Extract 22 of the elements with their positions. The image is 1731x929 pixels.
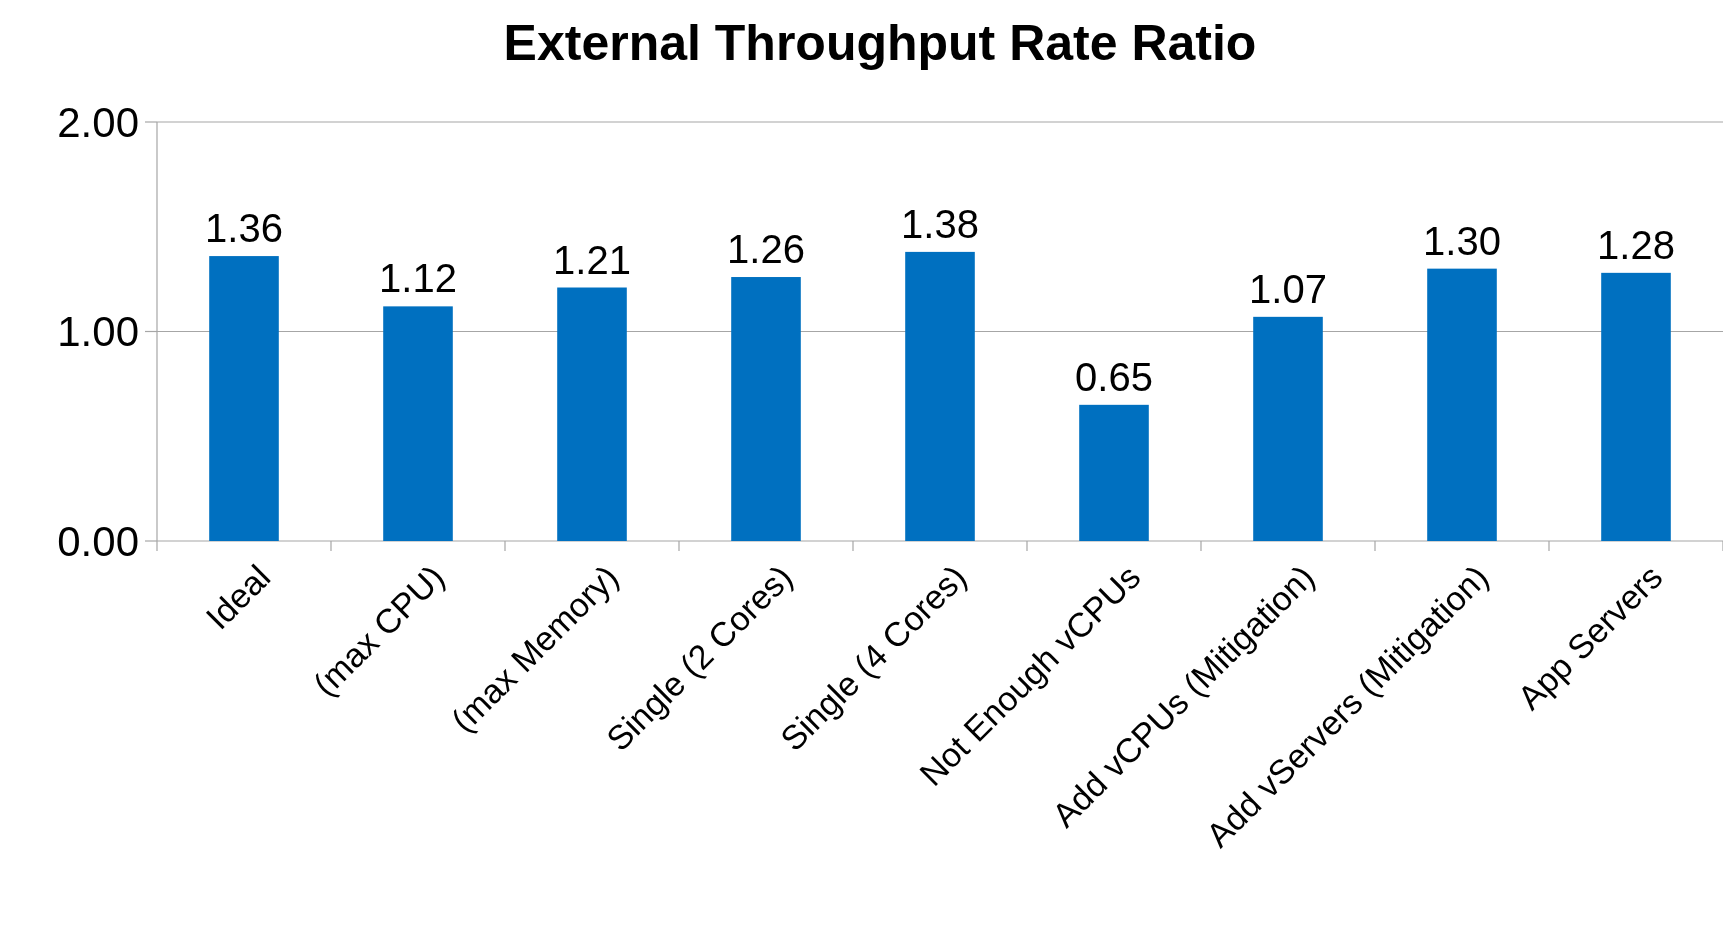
bar <box>557 287 627 541</box>
data-label: 1.36 <box>205 206 283 251</box>
bar <box>1427 268 1497 541</box>
bar <box>1079 404 1149 541</box>
data-label: 1.07 <box>1249 266 1327 311</box>
y-tick-label: 0.00 <box>57 517 139 565</box>
data-label: 1.12 <box>379 256 457 301</box>
data-label: 1.38 <box>901 201 979 246</box>
data-label: 1.21 <box>553 237 631 282</box>
bar <box>1253 316 1323 541</box>
data-label: 1.28 <box>1597 222 1675 267</box>
bar <box>383 306 453 541</box>
bar <box>905 251 975 541</box>
y-tick-label: 1.00 <box>57 308 139 356</box>
data-label: 0.65 <box>1075 354 1153 399</box>
bar <box>731 277 801 541</box>
y-tick-label: 2.00 <box>57 98 139 146</box>
chart-title: External Throughput Rate Ratio <box>503 15 1257 71</box>
data-label: 1.26 <box>727 227 805 272</box>
bar <box>1601 272 1671 541</box>
data-label: 1.30 <box>1423 218 1501 263</box>
bar <box>209 256 279 541</box>
